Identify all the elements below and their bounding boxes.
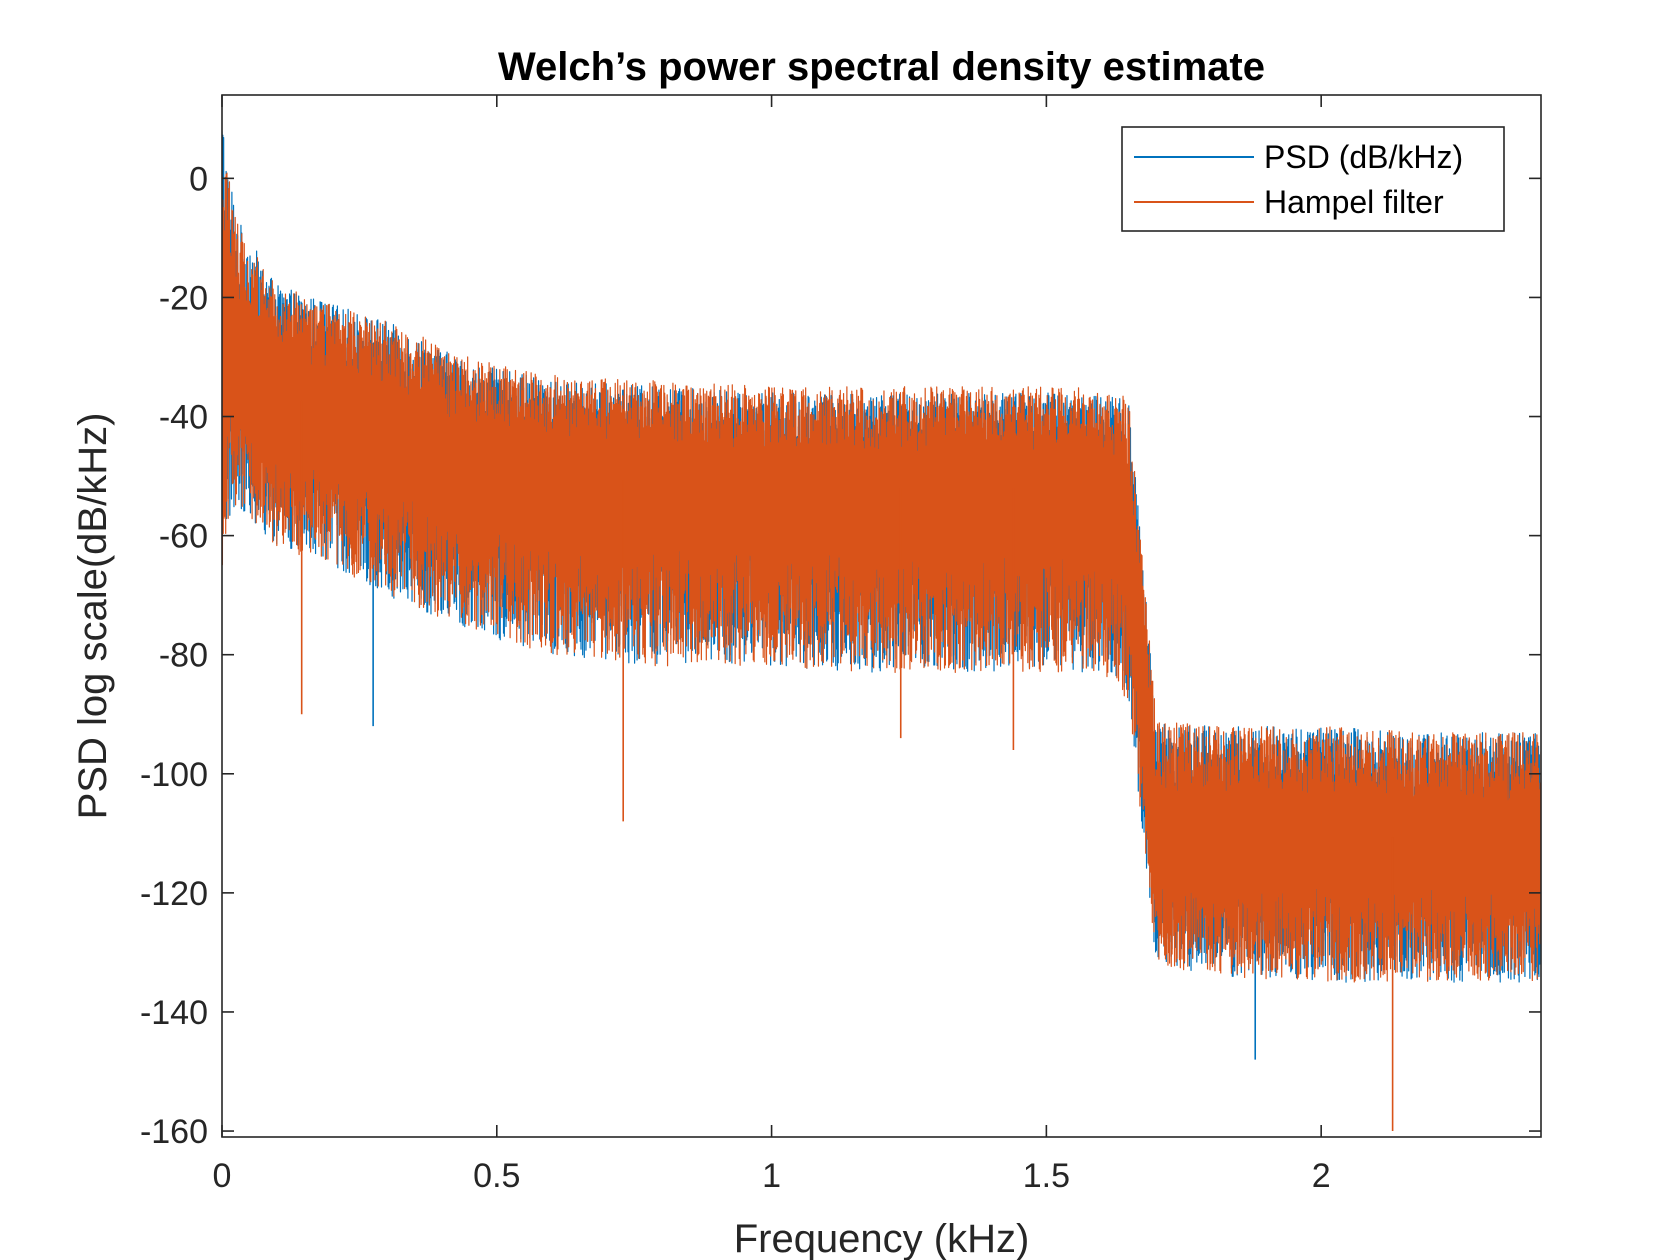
legend: PSD (dB/kHz) Hampel filter [1121,126,1505,232]
y-tick-label: -160 [140,1113,208,1151]
x-tick-label: 1.5 [1023,1157,1070,1195]
y-tick-label: -120 [140,875,208,913]
y-tick-label: 0 [189,160,208,198]
legend-label-hampel: Hampel filter [1264,184,1444,220]
x-tick-label: 1 [762,1157,781,1195]
y-tick-label: -140 [140,994,208,1032]
x-tick-label: 0 [213,1157,232,1195]
y-tick-label: -100 [140,756,208,794]
x-tick-label: 2 [1312,1157,1331,1195]
y-tick-label: -40 [159,399,208,437]
y-tick-label: -60 [159,518,208,556]
series-layer [222,131,1541,1132]
axes-frame [221,94,1542,1138]
legend-label-psd: PSD (dB/kHz) [1264,139,1463,175]
series-line-hampel [222,172,1541,983]
chart-title: Welch’s power spectral density estimate [498,45,1265,89]
x-axis-label: Frequency (kHz) [734,1217,1030,1260]
y-tick-label: -80 [159,637,208,675]
x-tick-label: 0.5 [473,1157,520,1195]
y-axis-label: PSD log scale(dB/kHz) [71,413,115,820]
legend-box [1121,126,1505,232]
tick-layer: 0 0.5 1 1.5 2 0 -20 -40 -60 -80 -100 -120 -140 -160 [140,95,1541,1195]
y-tick-label: -20 [159,279,208,317]
